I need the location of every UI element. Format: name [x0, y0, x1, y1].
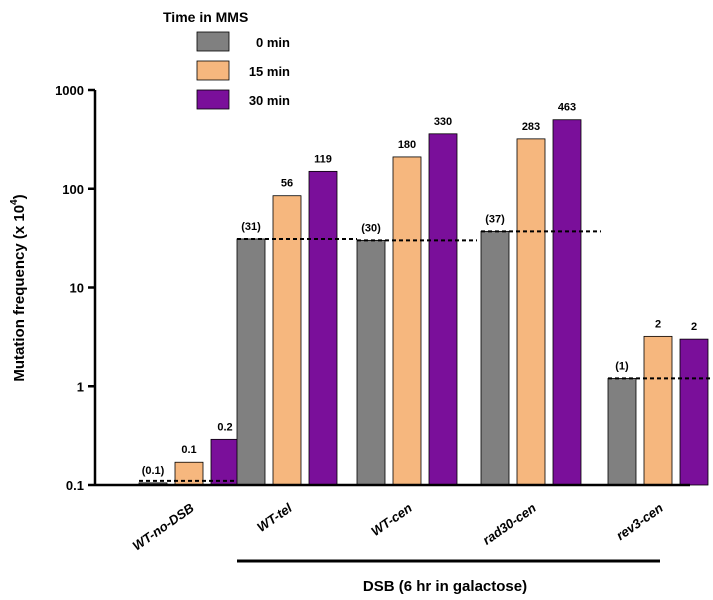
legend: Time in MMS 0 min 15 min 30 min — [163, 9, 290, 110]
bar-value-label: (0.1) — [142, 465, 165, 477]
bar-value-label: (31) — [241, 221, 261, 233]
category-label: WT-no-DSB — [130, 500, 197, 553]
dsb-group-annotation: DSB (6 hr in galactose) — [237, 559, 660, 595]
bar-value-label: 330 — [434, 116, 452, 128]
y-axis-label: Mutation frequency (x 104) — [9, 194, 28, 381]
bar — [392, 156, 422, 486]
y-tick-label: 1000 — [55, 83, 84, 98]
x-axis: WT-no-DSB WT-tel WT-cen rad30-cen rev3-cen — [95, 483, 690, 553]
bar-value-label: 463 — [558, 102, 576, 114]
y-tick-label: 100 — [62, 182, 84, 197]
dsb-group-label: DSB (6 hr in galactose) — [363, 578, 527, 595]
category-label: WT-cen — [368, 500, 415, 539]
y-tick-label: 1 — [77, 379, 84, 394]
plot-area: (0.1) 0.1 0.2 (31) 56 119 (30) 180 330 (37) 283 463… — [138, 102, 713, 486]
y-tick-label: 0.1 — [66, 478, 84, 493]
legend-title: Time in MMS — [163, 9, 248, 25]
bar — [356, 239, 386, 486]
bar-value-label: 283 — [522, 121, 540, 133]
bar — [272, 195, 302, 486]
category-label: rev3-cen — [613, 500, 665, 543]
bar — [308, 170, 338, 486]
bar-value-label: (1) — [615, 360, 629, 372]
legend-swatch — [196, 60, 230, 81]
bar — [607, 378, 637, 486]
bar — [643, 335, 673, 486]
y-axis: 0.1 1 10 100 1000 — [55, 83, 97, 493]
legend-label: 30 min — [249, 93, 290, 108]
category-label: rad30-cen — [480, 500, 539, 548]
bar — [428, 133, 458, 486]
bar — [516, 138, 546, 486]
bar-value-label: 2 — [691, 321, 697, 333]
bar-value-label: (37) — [485, 213, 505, 225]
legend-swatch — [196, 89, 230, 110]
bar-value-label: 180 — [398, 139, 416, 151]
legend-swatch — [196, 31, 230, 52]
bar — [236, 238, 266, 486]
bar — [480, 230, 510, 486]
y-tick-label: 10 — [70, 281, 84, 296]
bar-value-label: (30) — [361, 222, 381, 234]
bar-value-label: 119 — [314, 153, 332, 165]
bar — [210, 438, 240, 486]
bar — [679, 338, 709, 486]
bar-value-label: 0.1 — [181, 444, 196, 456]
bar-value-label: 2 — [655, 318, 661, 330]
legend-label: 15 min — [249, 64, 290, 79]
bar — [552, 119, 582, 486]
legend-label: 0 min — [256, 35, 290, 50]
bar-value-label: 0.2 — [217, 421, 232, 433]
bar-value-label: 56 — [281, 178, 293, 190]
category-label: WT-tel — [254, 500, 295, 535]
